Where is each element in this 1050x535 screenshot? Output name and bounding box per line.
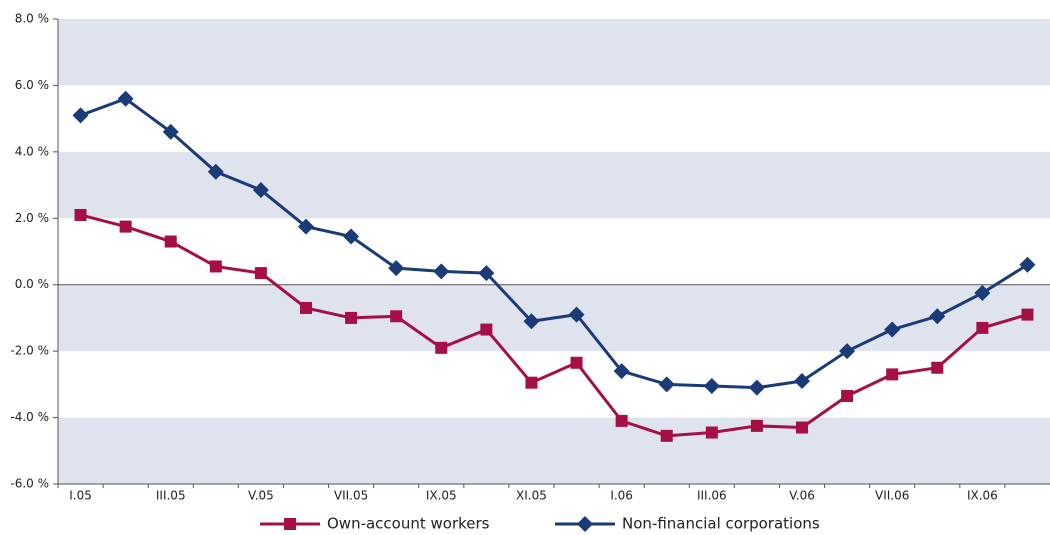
x-tick-label: VII.05 (334, 489, 368, 503)
marker (162, 123, 179, 140)
x-tick-label: IX.05 (426, 489, 457, 503)
marker (1021, 308, 1034, 321)
marker (976, 321, 989, 334)
x-tick-label: VII.06 (875, 489, 909, 503)
marker (974, 285, 991, 302)
marker (300, 301, 312, 314)
x-tick-label: III.06 (697, 489, 727, 503)
marker (839, 343, 856, 360)
marker (525, 376, 538, 389)
marker (433, 263, 450, 280)
x-tick-label: I.06 (610, 489, 633, 503)
marker (74, 208, 87, 221)
marker (796, 421, 808, 434)
marker (254, 267, 267, 280)
marker (748, 379, 765, 396)
marker (388, 260, 405, 277)
band (58, 151, 1050, 219)
marker (343, 228, 360, 245)
y-tick-label: -2.0 % (10, 344, 49, 358)
band (58, 417, 1050, 484)
band (58, 19, 1050, 86)
marker (480, 323, 493, 336)
marker (117, 90, 134, 107)
marker (886, 368, 899, 381)
y-tick-label: 8.0 % (15, 12, 49, 26)
x-tick-label: V.05 (248, 489, 274, 503)
marker (703, 378, 720, 395)
marker (929, 308, 946, 325)
marker (207, 163, 224, 180)
marker (164, 235, 177, 248)
x-tick-label: I.05 (69, 489, 92, 503)
y-tick-label: 6.0 % (15, 78, 49, 92)
legend-marker (577, 516, 593, 532)
marker (390, 310, 403, 323)
y-tick-label: 2.0 % (15, 211, 49, 225)
marker (119, 220, 132, 233)
legend-marker (284, 518, 296, 530)
marker (615, 414, 628, 427)
marker (884, 321, 901, 338)
marker (750, 419, 763, 432)
marker (570, 356, 583, 369)
y-tick-label: -4.0 % (10, 410, 49, 424)
series-line (80, 97, 1029, 390)
y-tick-label: 0.0 % (15, 277, 49, 291)
marker (931, 361, 944, 374)
marker (660, 429, 673, 442)
marker (705, 426, 718, 439)
y-tick-label: -6.0 % (10, 477, 49, 491)
marker (1019, 256, 1036, 273)
marker (345, 311, 358, 324)
marker (568, 306, 585, 323)
marker (209, 260, 222, 273)
x-tick-label: V.06 (789, 489, 815, 503)
x-tick-label: XI.05 (516, 489, 547, 503)
marker (435, 341, 448, 354)
x-tick-label: III.05 (156, 489, 186, 503)
marker (72, 107, 89, 124)
marker (478, 265, 495, 282)
marker (794, 373, 810, 390)
x-tick-label: IX.06 (967, 489, 998, 503)
marker (613, 363, 630, 380)
marker (523, 313, 540, 330)
series-line (80, 213, 1028, 438)
marker (298, 218, 314, 235)
y-tick-label: 4.0 % (15, 144, 49, 158)
marker (252, 182, 269, 199)
marker (841, 389, 854, 402)
legend-label: Non-financial corporations (622, 515, 820, 533)
marker (658, 376, 675, 393)
legend-label: Own-account workers (327, 515, 490, 533)
